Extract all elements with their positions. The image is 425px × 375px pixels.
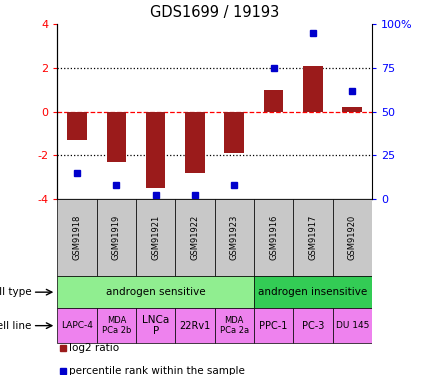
Bar (185, 112, 205, 172)
Text: GSM91922: GSM91922 (190, 215, 199, 260)
Bar (175, 199, 215, 276)
Bar (175, 308, 215, 343)
Bar (343, 107, 362, 112)
Bar (264, 90, 283, 112)
Text: GSM91921: GSM91921 (151, 215, 160, 260)
Bar (332, 199, 372, 276)
Bar (303, 66, 323, 112)
Text: GSM91916: GSM91916 (269, 215, 278, 260)
Bar (332, 308, 372, 343)
Text: MDA
PCa 2b: MDA PCa 2b (102, 316, 131, 335)
Bar (96, 199, 136, 276)
Bar (136, 308, 175, 343)
Bar (254, 276, 372, 308)
Text: GSM91918: GSM91918 (73, 215, 82, 260)
Text: GSM91923: GSM91923 (230, 215, 239, 260)
Text: androgen sensitive: androgen sensitive (106, 287, 205, 297)
Title: GDS1699 / 19193: GDS1699 / 19193 (150, 5, 279, 20)
Bar (293, 308, 332, 343)
Bar (67, 112, 87, 140)
Bar (293, 199, 332, 276)
Text: GSM91919: GSM91919 (112, 215, 121, 260)
Bar (254, 199, 293, 276)
Text: PPC-1: PPC-1 (259, 321, 288, 331)
Bar (57, 199, 96, 276)
Text: cell type: cell type (0, 287, 31, 297)
Bar (57, 276, 254, 308)
Text: LAPC-4: LAPC-4 (61, 321, 93, 330)
Bar (136, 199, 175, 276)
Text: 22Rv1: 22Rv1 (179, 321, 211, 331)
Bar (215, 308, 254, 343)
Text: GSM91917: GSM91917 (309, 215, 317, 260)
Bar (224, 112, 244, 153)
Text: percentile rank within the sample: percentile rank within the sample (69, 366, 245, 375)
Text: cell line: cell line (0, 321, 31, 331)
Text: androgen insensitive: androgen insensitive (258, 287, 368, 297)
Bar (146, 112, 165, 188)
Bar (254, 308, 293, 343)
Text: log2 ratio: log2 ratio (69, 343, 119, 352)
Text: PC-3: PC-3 (302, 321, 324, 331)
Text: GSM91920: GSM91920 (348, 215, 357, 260)
Text: LNCa
P: LNCa P (142, 315, 169, 336)
Bar (215, 199, 254, 276)
Bar (96, 308, 136, 343)
Bar (57, 308, 96, 343)
Text: DU 145: DU 145 (335, 321, 369, 330)
Bar (107, 112, 126, 162)
Text: MDA
PCa 2a: MDA PCa 2a (220, 316, 249, 335)
